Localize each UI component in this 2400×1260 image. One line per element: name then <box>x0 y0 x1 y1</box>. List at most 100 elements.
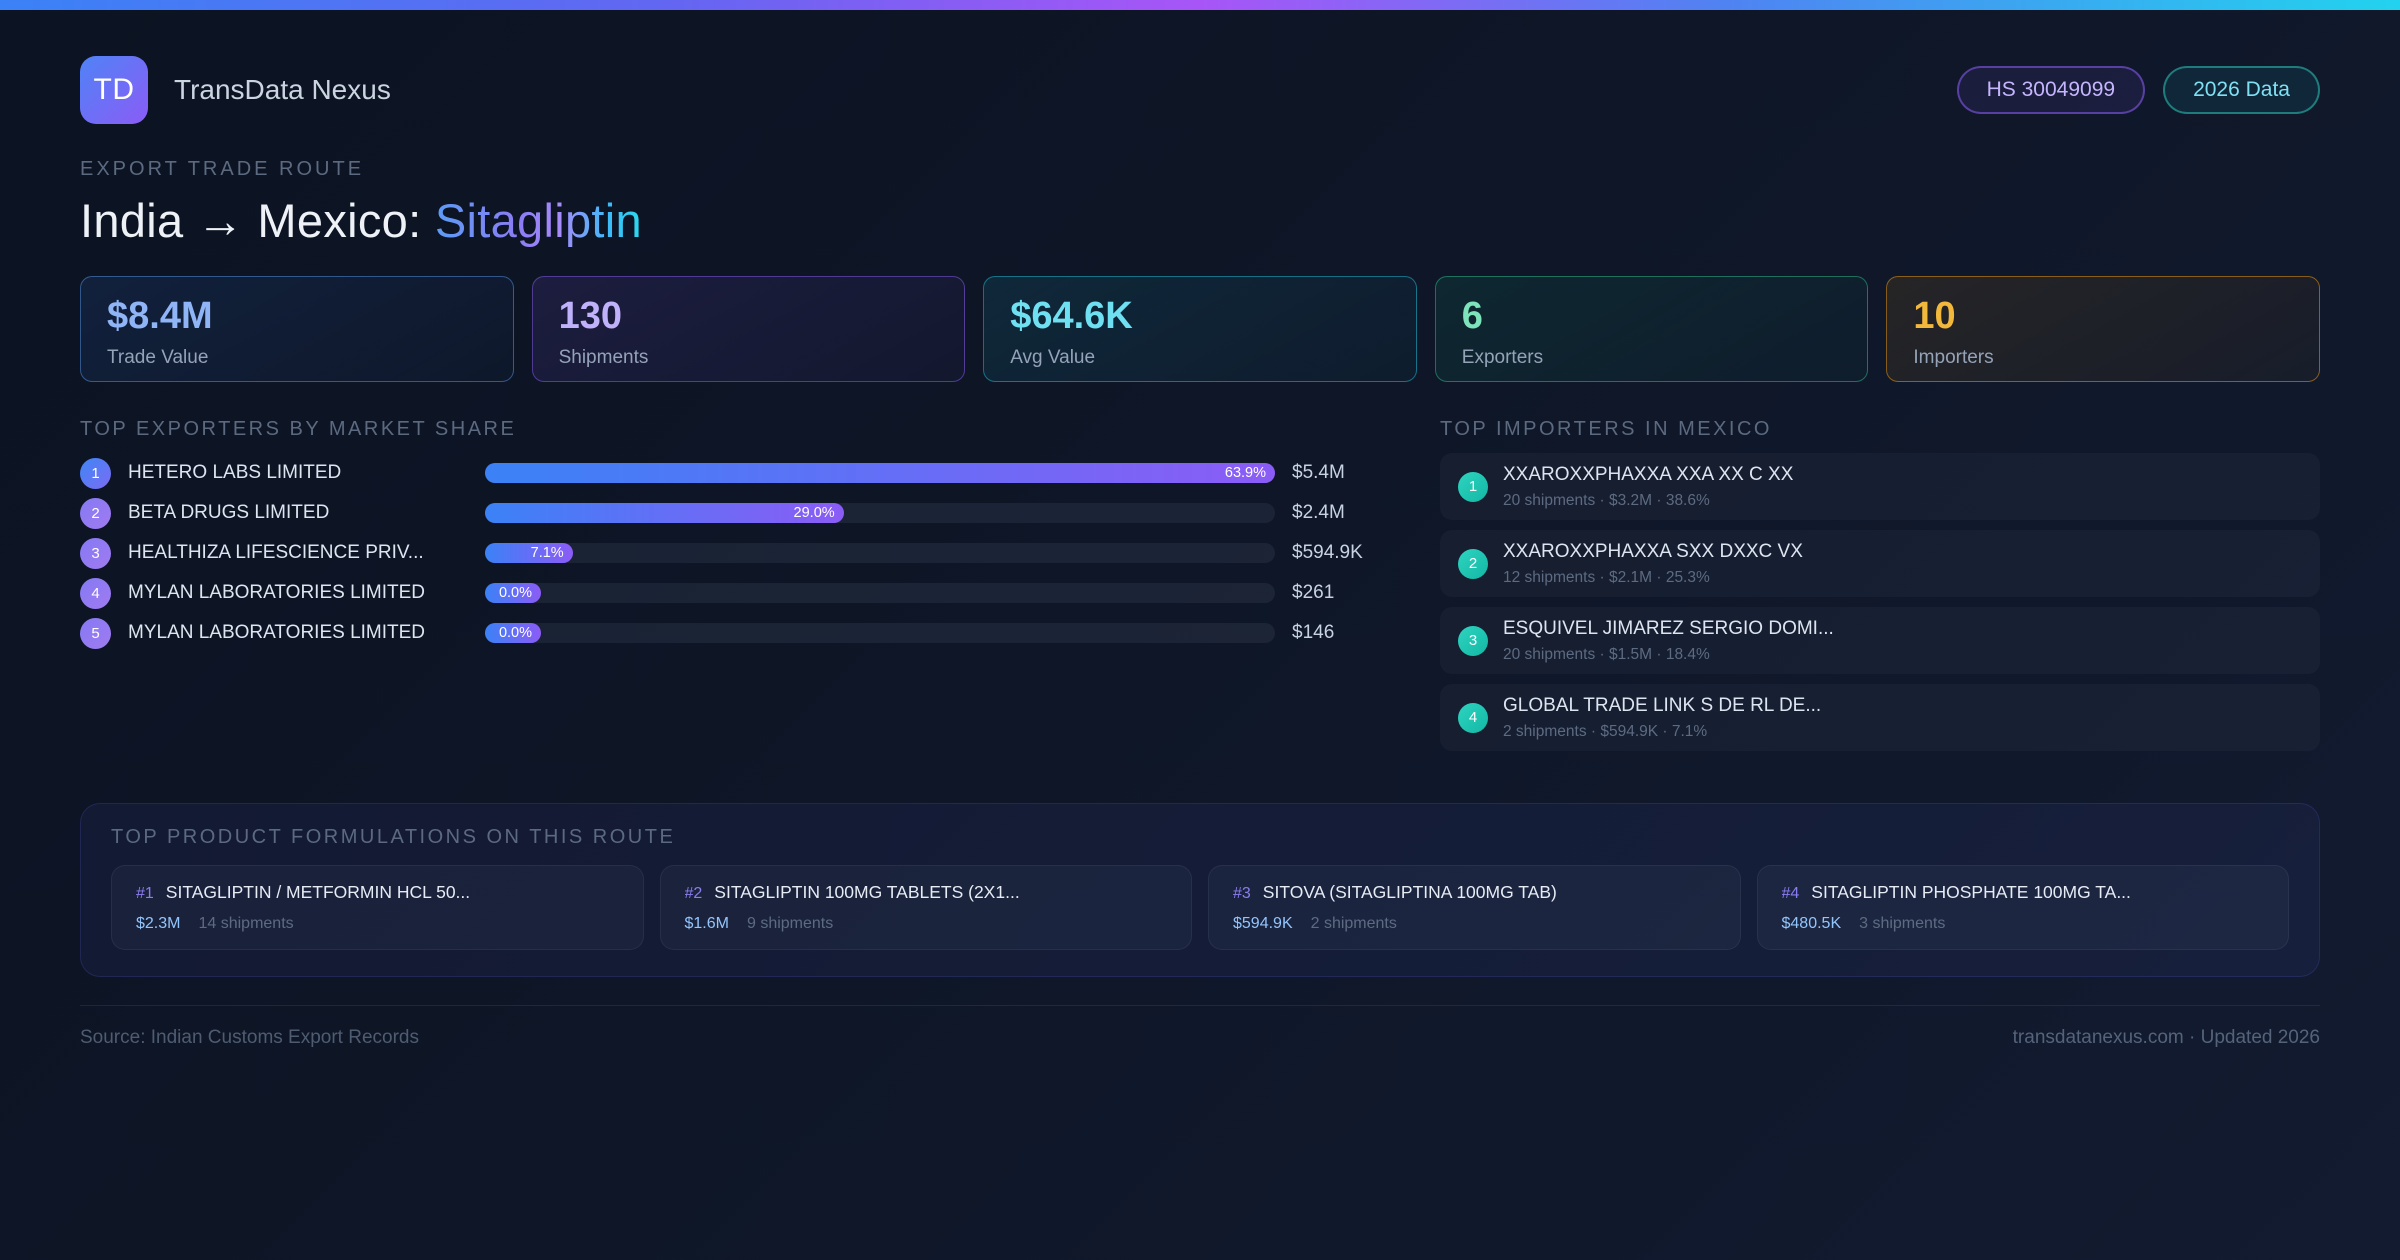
market-share-bar: 29.0% <box>485 503 1275 523</box>
formulation-card: #3 SITOVA (SITAGLIPTINA 100MG TAB) $594.… <box>1208 865 1741 950</box>
exporter-row: 2 BETA DRUGS LIMITED 29.0% $2.4M <box>80 493 1384 533</box>
header-badges: HS 30049099 2026 Data <box>1956 66 2320 114</box>
formulation-rank: #3 <box>1233 885 1251 902</box>
market-share-bar: 63.9% <box>485 463 1275 483</box>
formulation-card: #1 SITAGLIPTIN / METFORMIN HCL 50... $2.… <box>111 865 644 950</box>
logo-td-badge: TD <box>80 56 148 124</box>
hs-code-badge[interactable]: HS 30049099 <box>1956 66 2146 114</box>
importer-card: 1 XXAROXXPHAXXA XXA XX C XX 20 shipments… <box>1440 453 2320 520</box>
stat-value: 130 <box>558 295 622 337</box>
importer-meta: 20 shipments · $1.5M · 18.4% <box>1503 645 1710 663</box>
rank-badge: 1 <box>1458 471 1488 502</box>
exporter-name: MYLAN LABORATORIES LIMITED <box>128 582 426 603</box>
market-share-bar-fill: 63.9% <box>485 463 1275 483</box>
formulation-name: SITAGLIPTIN PHOSPHATE 100MG TA... <box>1811 882 2131 902</box>
importer-meta: 20 shipments · $3.2M · 38.6% <box>1503 491 1710 509</box>
stat-card-avg-value: $64.6K Avg Value <box>983 276 1417 382</box>
formulation-name: SITAGLIPTIN 100MG TABLETS (2X1... <box>714 882 1020 902</box>
formulations-panel: TOP PRODUCT FORMULATIONS ON THIS ROUTE #… <box>80 803 2320 977</box>
formulation-value: $480.5K <box>1781 915 1842 932</box>
formulation-value: $594.9K <box>1233 915 1293 932</box>
stat-label: Shipments <box>558 346 649 368</box>
importer-card: 3 ESQUIVEL JIMAREZ SERGIO DOMI... 20 shi… <box>1440 607 2320 674</box>
formulation-rank: #1 <box>136 885 154 902</box>
route-title: India → Mexico: <box>80 194 435 247</box>
header: TD TransData Nexus HS 30049099 2026 Data <box>80 56 2320 124</box>
stat-label: Trade Value <box>107 346 209 368</box>
stat-card-importers: 10 Importers <box>1886 276 2320 382</box>
formulation-shipments: 9 shipments <box>746 915 834 932</box>
top-importers-section: TOP IMPORTERS IN MEXICO 1 XXAROXXPHAXXA … <box>1440 418 2320 761</box>
importer-name: GLOBAL TRADE LINK S DE RL DE... <box>1503 694 1822 716</box>
market-share-bar: 0.0% <box>485 583 1275 603</box>
stat-cards: $8.4M Trade Value 130 Shipments $64.6K A… <box>80 276 2320 382</box>
rank-badge: 5 <box>80 617 111 649</box>
footer: Source: Indian Customs Export Records tr… <box>80 1005 2320 1049</box>
stat-value: 10 <box>1913 295 1956 337</box>
rank-badge: 2 <box>1458 548 1488 579</box>
exporter-row: 5 MYLAN LABORATORIES LIMITED 0.0% $146 <box>80 613 1384 653</box>
market-share-bar: 7.1% <box>485 543 1275 563</box>
stat-card-shipments: 130 Shipments <box>531 276 966 382</box>
importer-card: 2 XXAROXXPHAXXA SXX DXXC VX 12 shipments… <box>1440 530 2320 597</box>
formulation-name: SITAGLIPTIN / METFORMIN HCL 50... <box>165 882 471 902</box>
footer-site-link[interactable]: transdatanexus.com · Updated 2026 <box>2012 1027 2320 1048</box>
exporter-value: $261 <box>1292 582 1335 603</box>
formulation-value: $1.6M <box>684 915 729 932</box>
exporter-name: BETA DRUGS LIMITED <box>128 502 330 523</box>
importer-name: XXAROXXPHAXXA SXX DXXC VX <box>1503 540 1803 562</box>
footer-source: Source: Indian Customs Export Records <box>80 1027 419 1048</box>
share-label: 63.9% <box>1224 465 1266 481</box>
exporter-name: HEALTHIZA LIFESCIENCE PRIV... <box>128 542 424 563</box>
page-title: India → Mexico: Sitagliptin <box>80 193 2320 248</box>
brand: TD TransData Nexus <box>80 56 391 124</box>
exporter-row: 3 HEALTHIZA LIFESCIENCE PRIV... 7.1% $59… <box>80 533 1384 573</box>
year-data-badge[interactable]: 2026 Data <box>2163 66 2320 114</box>
stat-card-exporters: 6 Exporters <box>1434 276 1869 382</box>
formulation-card: #2 SITAGLIPTIN 100MG TABLETS (2X1... $1.… <box>659 865 1192 950</box>
exporter-name: MYLAN LABORATORIES LIMITED <box>128 622 426 643</box>
formulation-name: SITOVA (SITAGLIPTINA 100MG TAB) <box>1262 882 1557 902</box>
formulation-rank: #4 <box>1781 885 1800 902</box>
share-label: 29.0% <box>793 505 835 521</box>
share-label: 0.0% <box>498 625 532 641</box>
exporter-value: $594.9K <box>1292 542 1363 563</box>
formulation-value: $2.3M <box>136 915 181 932</box>
exporter-row: 1 HETERO LABS LIMITED 63.9% $5.4M <box>80 453 1384 493</box>
stat-label: Importers <box>1913 346 1994 368</box>
share-label: 7.1% <box>530 545 564 561</box>
formulations-section-title: TOP PRODUCT FORMULATIONS ON THIS ROUTE <box>111 826 676 848</box>
product-highlight: Sitagliptin <box>434 194 642 247</box>
top-accent-bar <box>0 0 2400 10</box>
market-share-bar-fill: 0.0% <box>485 623 541 643</box>
formulation-rank: #2 <box>684 885 703 902</box>
importers-section-title: TOP IMPORTERS IN MEXICO <box>1440 418 1772 440</box>
exporter-value: $5.4M <box>1292 462 1345 483</box>
stat-value: 6 <box>1461 295 1483 337</box>
importer-name: ESQUIVEL JIMAREZ SERGIO DOMI... <box>1503 617 1834 639</box>
exporter-value: $146 <box>1292 622 1335 643</box>
exporters-section-title: TOP EXPORTERS BY MARKET SHARE <box>80 418 517 440</box>
market-share-bar-fill: 0.0% <box>485 583 541 603</box>
top-exporters-section: TOP EXPORTERS BY MARKET SHARE 1 HETERO L… <box>80 418 1384 761</box>
share-label: 0.0% <box>498 585 532 601</box>
market-share-bar-fill: 7.1% <box>485 543 573 563</box>
rank-badge: 2 <box>80 497 111 529</box>
rank-badge: 3 <box>80 537 111 569</box>
formulation-shipments: 3 shipments <box>1859 915 1946 932</box>
rank-badge: 4 <box>80 577 111 609</box>
importer-meta: 2 shipments · $594.9K · 7.1% <box>1503 722 1708 740</box>
rank-badge: 1 <box>80 457 111 489</box>
exporter-name: HETERO LABS LIMITED <box>128 462 342 483</box>
app-name: TransData Nexus <box>174 74 391 105</box>
formulation-shipments: 2 shipments <box>1310 915 1397 932</box>
formulation-card: #4 SITAGLIPTIN PHOSPHATE 100MG TA... $48… <box>1756 865 2289 950</box>
importer-name: XXAROXXPHAXXA XXA XX C XX <box>1503 463 1794 485</box>
eyebrow-export-trade-route: EXPORT TRADE ROUTE <box>80 158 365 180</box>
importer-meta: 12 shipments · $2.1M · 25.3% <box>1503 568 1710 586</box>
exporter-value: $2.4M <box>1292 502 1345 523</box>
rank-badge: 3 <box>1458 625 1488 656</box>
stat-value: $8.4M <box>107 295 213 337</box>
importer-card: 4 GLOBAL TRADE LINK S DE RL DE... 2 ship… <box>1440 684 2320 751</box>
